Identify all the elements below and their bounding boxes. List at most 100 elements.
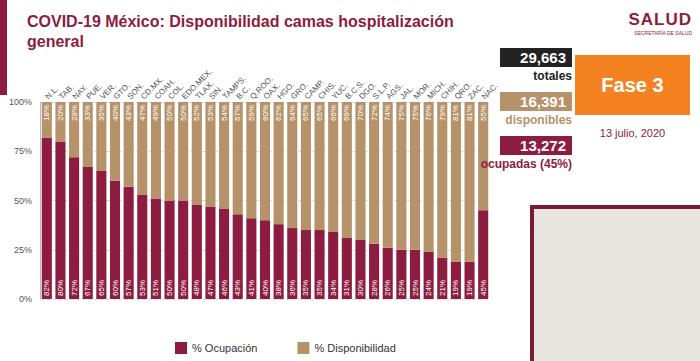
svg-text:CHIS.: CHIS. [316,79,338,102]
svg-text:67%: 67% [83,280,92,296]
svg-text:75%: 75% [411,105,420,121]
svg-text:57%: 57% [124,280,133,296]
svg-text:S.L.P.: S.L.P. [370,80,392,102]
svg-text:50%: 50% [165,280,174,296]
svg-text:54%: 54% [220,105,229,121]
svg-text:46%: 46% [220,280,229,296]
svg-text:B.C.S.: B.C.S. [343,78,367,102]
html-text:Fase 3: Fase 3 [601,73,664,96]
svg-text:EDO.MEX.: EDO.MEX. [180,67,214,102]
svg-text:CHIH.: CHIH. [439,79,461,102]
svg-text:75%: 75% [397,105,406,121]
svg-text:75%: 75% [14,146,32,156]
svg-text:24%: 24% [424,280,433,296]
svg-text:COVID-19 México: Disponibilida: COVID-19 México: Disponibilidad camas ho… [27,13,458,30]
svg-text:60%: 60% [111,280,120,296]
svg-text:% Disponibilidad: % Disponibilidad [314,342,395,354]
svg-text:MOR.: MOR. [411,80,433,102]
svg-text:general: general [27,33,84,50]
svg-text:79%: 79% [438,105,447,121]
svg-text:38%: 38% [274,280,283,296]
svg-text:33%: 33% [83,105,92,121]
svg-text:35%: 35% [97,105,106,121]
svg-text:49%: 49% [151,105,160,121]
svg-text:81%: 81% [465,105,474,121]
svg-text:34%: 34% [329,280,338,296]
svg-text:72%: 72% [70,280,79,296]
svg-text:TAMPS.: TAMPS. [220,74,248,102]
svg-text:35%: 35% [301,280,310,296]
svg-text:65%: 65% [301,105,310,121]
svg-text:26%: 26% [383,280,392,296]
svg-text:59%: 59% [247,105,256,121]
svg-text:N.L.: N.L. [44,84,61,101]
svg-text:0%: 0% [19,294,32,304]
svg-text:66%: 66% [329,105,338,121]
svg-text:HGO.: HGO. [275,80,297,102]
svg-text:31%: 31% [342,280,351,296]
svg-text:51%: 51% [151,280,160,296]
svg-text:70%: 70% [356,105,365,121]
svg-text:50%: 50% [14,196,32,206]
svg-text:72%: 72% [370,105,379,121]
svg-text:19%: 19% [465,280,474,296]
svg-text:35%: 35% [315,280,324,296]
svg-text:COAH.: COAH. [152,76,177,102]
svg-text:40%: 40% [111,105,120,121]
svg-text:69%: 69% [342,105,351,121]
svg-text:52%: 52% [192,105,201,121]
svg-text:53%: 53% [138,280,147,296]
svg-text:76%: 76% [424,105,433,121]
svg-text:57%: 57% [233,105,242,121]
svg-text:MICH.: MICH. [425,78,448,102]
svg-text:65%: 65% [97,280,106,296]
svg-text:SON.: SON. [125,81,146,102]
svg-text:PUE.: PUE. [84,81,105,102]
svg-text:25%: 25% [14,245,32,255]
svg-text:55%: 55% [479,105,488,121]
svg-text:DGO.: DGO. [357,80,379,102]
svg-text:% Ocupación: % Ocupación [192,342,257,354]
svg-text:41%: 41% [247,280,256,296]
svg-text:64%: 64% [288,105,297,121]
svg-text:20%: 20% [56,105,65,121]
svg-text:80%: 80% [56,280,65,296]
svg-text:AGS.: AGS. [384,81,405,102]
svg-text:CAMP.: CAMP. [302,77,327,102]
svg-text:65%: 65% [315,105,324,121]
svg-text:GTO.: GTO. [111,81,132,102]
svg-text:43%: 43% [233,280,242,296]
svg-text:19%: 19% [451,280,460,296]
svg-text:NAC.: NAC. [480,81,500,101]
svg-text:48%: 48% [192,280,201,296]
svg-text:50%: 50% [165,105,174,121]
svg-text:50%: 50% [179,105,188,121]
svg-text:40%: 40% [261,280,270,296]
svg-text:Q.ROO.: Q.ROO. [248,74,275,102]
svg-text:45%: 45% [479,280,488,296]
svg-text:62%: 62% [274,105,283,121]
svg-text:100%: 100% [9,97,32,107]
svg-text:50%: 50% [179,280,188,296]
svg-text:81%: 81% [451,105,460,121]
svg-text:18%: 18% [42,105,51,121]
svg-text:47%: 47% [138,105,147,121]
svg-text:28%: 28% [70,105,79,121]
svg-text:28%: 28% [370,280,379,296]
svg-text:30%: 30% [356,280,365,296]
svg-text:CD.MX.: CD.MX. [139,75,166,102]
svg-text:QRO.: QRO. [452,80,474,102]
svg-text:36%: 36% [288,280,297,296]
svg-text:82%: 82% [42,280,51,296]
svg-text:47%: 47% [206,280,215,296]
svg-text:OAX.: OAX. [261,81,282,102]
svg-text:53%: 53% [206,105,215,121]
svg-text:74%: 74% [383,105,392,121]
svg-text:TLAX.: TLAX. [193,79,216,102]
svg-text:43%: 43% [124,105,133,121]
svg-text:25%: 25% [411,280,420,296]
svg-text:60%: 60% [261,105,270,121]
svg-text:21%: 21% [438,280,447,296]
svg-text:GRO.: GRO. [289,80,310,102]
svg-text:25%: 25% [397,280,406,296]
